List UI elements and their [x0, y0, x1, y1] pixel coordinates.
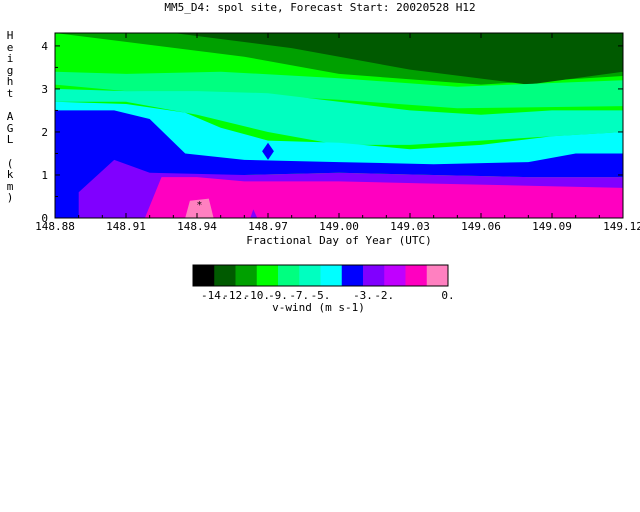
chart-title: MM5_D4: spol site, Forecast Start: 20020… [164, 1, 476, 14]
colorbar-swatch [235, 265, 258, 286]
colorbar-tick-label: -10. [244, 289, 271, 302]
colorbar-swatch [426, 265, 449, 286]
y-axis-label-char: H [6, 29, 14, 42]
x-tick-label: 149.03 [390, 220, 430, 233]
colorbar-swatch [363, 265, 385, 286]
x-tick-label: 149.06 [461, 220, 501, 233]
y-axis-label-char: g [6, 63, 14, 77]
contour-patch-0 [262, 142, 274, 160]
colorbar-tick-label: -9. [268, 289, 288, 302]
colorbar-swatch [193, 265, 215, 286]
contour-patch-2 [185, 198, 214, 218]
colorbar-tick-label: 0. [441, 289, 454, 302]
colorbar-tick-label: -2. [374, 289, 394, 302]
y-axis-label-char: i [6, 52, 14, 66]
colorbar-swatch [256, 265, 279, 286]
x-tick-label: 148.91 [106, 220, 146, 233]
y-axis-label-char: ( [6, 156, 14, 170]
contour-band-7 [55, 110, 623, 218]
contour-band-9 [144, 177, 623, 218]
y-tick-label: 0 [41, 212, 48, 225]
x-tick-label: 148.94 [177, 220, 217, 233]
y-axis-label-char: L [6, 133, 14, 147]
y-tick-label: 4 [41, 40, 48, 53]
x-tick-label: 149.09 [532, 220, 572, 233]
contour-band-4 [55, 71, 623, 109]
y-tick-label: 1 [41, 169, 48, 182]
colorbar-frame [192, 264, 449, 287]
y-axis-label-char: A [6, 110, 14, 124]
x-axis-label: Fractional Day of Year (UTC) [246, 234, 432, 247]
colorbar-tick-label: -14. [201, 289, 228, 302]
contour-band-5 [55, 88, 623, 145]
colorbar-swatch [341, 265, 364, 286]
x-tick-label: 149.00 [319, 220, 359, 233]
colorbar-swatch [278, 265, 300, 286]
colorbar-swatch [384, 265, 406, 286]
y-axis-label-char: k [6, 168, 14, 182]
x-tick-label: 148.97 [248, 220, 288, 233]
colorbar-swatch [405, 265, 428, 286]
colorbar-swatch [214, 265, 236, 286]
colorbar-tick-label: -5. [311, 289, 331, 302]
y-tick-label: 2 [41, 126, 48, 139]
x-tick-label: 149.12 [603, 220, 640, 233]
x-tick-label: 148.88 [35, 220, 75, 233]
y-axis-label-char: h [6, 75, 14, 89]
colorbar-tick-label: -12. [222, 289, 249, 302]
colorbar-swatch [299, 265, 321, 286]
colorbar-tick-label: -3. [353, 289, 373, 302]
contour-patch-1 [250, 209, 258, 218]
y-axis-label-char: G [6, 121, 14, 135]
y-axis-label-char: t [6, 86, 14, 100]
colorbar-label: v-wind (m s-1) [272, 301, 365, 314]
contour-field: * [55, 33, 623, 218]
y-axis-label-char: m [6, 179, 14, 193]
station-marker: * [196, 200, 202, 211]
y-tick-label: 3 [41, 83, 48, 96]
colorbar-swatch [320, 265, 343, 286]
y-axis-label-char: ) [6, 191, 14, 205]
y-axis-label-char: e [6, 40, 14, 54]
contour-band-2 [55, 33, 623, 85]
colorbar-tick-label: -7. [289, 289, 309, 302]
